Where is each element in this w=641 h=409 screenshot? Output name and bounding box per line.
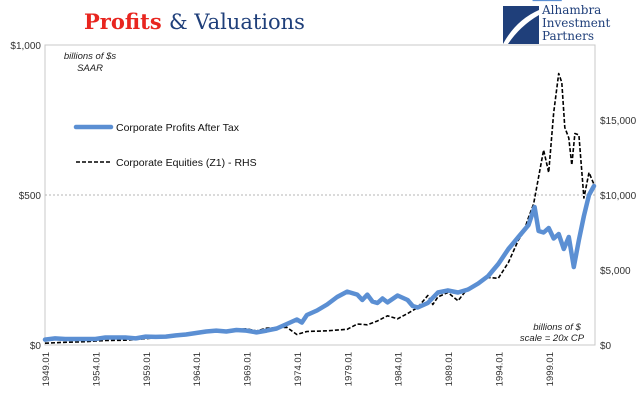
right-tick-label: $15,000 (600, 116, 637, 127)
series-corporate-equities (44, 72, 595, 344)
brand-name: Alhambra Investment Partners (542, 4, 610, 43)
x-tick-label: 1964.01 (192, 352, 203, 386)
x-tick-label: 1959.01 (142, 352, 153, 386)
annotation-great-inflation: Great Inflation (299, 0, 371, 3)
left-tick-label: $0 (30, 341, 42, 352)
x-tick-label: 1979.01 (343, 352, 354, 386)
annotation-great-inflation: bear mkt (305, 0, 351, 3)
legend-label-profits: Corporate Profits After Tax (116, 122, 240, 134)
x-tick-label: 1954.01 (91, 352, 102, 386)
left-tick-label: $500 (19, 191, 42, 202)
brand-line-2: Investment (542, 16, 611, 30)
series-corporate-profits (42, 183, 597, 342)
right-unit-note-2: scale = 20x CP (520, 333, 585, 344)
right-tick-label: $5,000 (600, 266, 631, 277)
x-tick-label: 1989.01 (444, 352, 455, 386)
title-valuations: & Valuations (168, 10, 305, 34)
right-tick-label: $0 (600, 341, 612, 352)
x-tick-label: 1969.01 (243, 352, 254, 386)
right-tick-label: $10,000 (600, 191, 637, 202)
plot-frame (44, 44, 596, 346)
left-unit-note-2: SAAR (77, 63, 103, 74)
annotation-dotcom-bubble: dot-com bubble (463, 0, 542, 3)
x-tick-label: 1999.01 (545, 352, 556, 386)
brand-mark-icon (503, 6, 539, 44)
left-unit-note-1: billions of $s (64, 51, 117, 62)
left-tick-label: $1,000 (10, 41, 41, 52)
right-unit-note-1: billions of $ (533, 322, 581, 333)
brand-logo: Alhambra Investment Partners (502, 4, 638, 48)
chart-title: Profits & Valuations (84, 9, 305, 34)
x-tick-label: 1984.01 (394, 352, 405, 386)
legend-label-equities: Corporate Equities (Z1) - RHS (116, 157, 257, 169)
x-tick-label: 1949.01 (41, 352, 52, 386)
brand-line-1: Alhambra (542, 3, 602, 17)
title-profits: Profits (84, 9, 162, 34)
brand-line-3: Partners (542, 29, 594, 43)
x-tick-label: 1974.01 (293, 352, 304, 386)
x-tick-label: 1994.01 (494, 352, 505, 386)
